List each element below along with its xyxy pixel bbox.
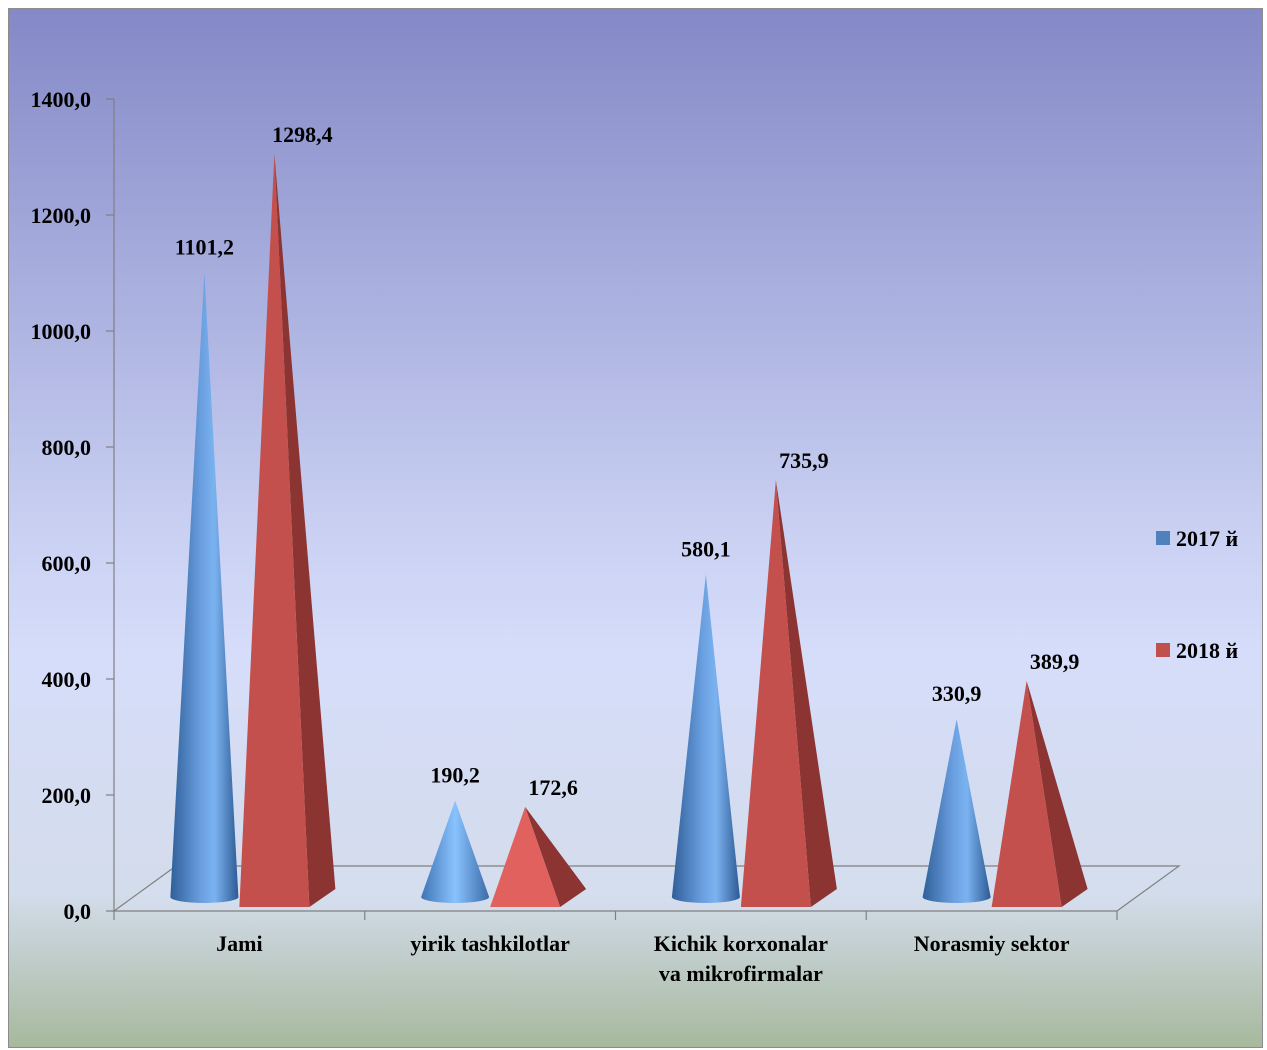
legend-swatch-2017 <box>1156 531 1170 545</box>
data-label-2018-1: 172,6 <box>528 775 578 800</box>
data-label-2017-1: 190,2 <box>430 763 480 788</box>
bar-chart: 0,0 200,0 400,0 600,0 800,0 1000,0 1200,0 1400,… <box>9 9 1262 1047</box>
x-category-label: Jami <box>216 931 262 956</box>
bar-2017-1 <box>421 800 490 903</box>
chart-floor <box>112 865 1181 912</box>
chart-marks <box>170 153 1088 908</box>
x-category-label: yirik tashkilotlar <box>410 931 570 956</box>
x-category-label: Norasmiy sektor <box>914 931 1070 956</box>
legend-label-2017: 2017 й <box>1176 526 1239 551</box>
bar-2017-2 <box>671 574 740 903</box>
bar-2018-3 <box>991 680 1088 907</box>
chart-frame: 0,0 200,0 400,0 600,0 800,0 1000,0 1200,0 1400,… <box>8 8 1263 1048</box>
axes <box>112 99 1181 920</box>
y-tick-label: 0,0 <box>64 899 92 924</box>
x-category-label: Kichik korxonalar <box>654 931 828 956</box>
bar-2018-0 <box>239 153 336 908</box>
x-axis-categories: Jami yirik tashkilotlar Kichik korxonalar v… <box>216 931 1070 986</box>
y-tick-label: 600,0 <box>42 551 92 576</box>
legend-swatch-2018 <box>1156 643 1170 657</box>
y-tick-label: 200,0 <box>42 783 92 808</box>
data-label-2018-2: 735,9 <box>779 448 829 473</box>
legend-label-2018: 2018 й <box>1176 638 1239 663</box>
y-tick-label: 1200,0 <box>31 203 92 228</box>
y-axis-ticks: 0,0 200,0 400,0 600,0 800,0 1000,0 1200,0 1400,… <box>31 87 114 924</box>
data-labels: 1101,2 1298,4 190,2 172,6 580,1 735,9 330,9 389… <box>175 122 1080 800</box>
bar-2017-0 <box>170 272 239 904</box>
x-category-label: va mikrofirmalar <box>659 961 823 986</box>
legend: 2017 й 2018 й <box>1156 526 1239 663</box>
bar-2018-1 <box>490 806 587 907</box>
data-label-2017-0: 1101,2 <box>175 234 234 259</box>
data-label-2017-3: 330,9 <box>932 681 982 706</box>
y-tick-label: 1000,0 <box>31 319 92 344</box>
bar-2018-2 <box>740 480 837 907</box>
y-tick-label: 1400,0 <box>31 87 92 112</box>
data-label-2017-2: 580,1 <box>681 537 731 562</box>
data-label-2018-3: 389,9 <box>1030 649 1080 674</box>
y-tick-label: 800,0 <box>42 435 92 460</box>
data-label-2018-0: 1298,4 <box>272 122 333 147</box>
bar-2017-3 <box>922 719 991 903</box>
y-tick-label: 400,0 <box>42 667 92 692</box>
